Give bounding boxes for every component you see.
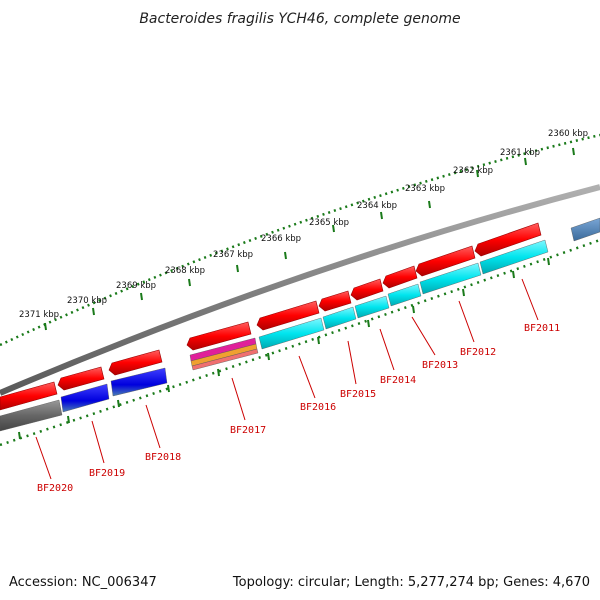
cds-arrow [474, 222, 542, 257]
scale-label: 2369 kbp [116, 281, 156, 291]
scale-label: 2361 kbp [500, 148, 540, 158]
scale-label: 2360 kbp [548, 129, 588, 139]
feature-cyan [354, 295, 390, 319]
gene-label: BF2017 [230, 425, 266, 436]
feature-track [0, 217, 600, 432]
cds-arrow [0, 381, 58, 411]
feature-cyan [419, 262, 482, 295]
gene-label: BF2011 [524, 323, 560, 334]
scale-label: 2363 kbp [405, 184, 445, 194]
gene-label: BF2014 [380, 375, 416, 386]
inner-arc [0, 238, 600, 447]
feature-blue [110, 367, 168, 397]
cds-arrow [108, 349, 163, 376]
cds-arrow [57, 366, 105, 391]
scale-ticks [44, 147, 575, 331]
feature-cyan [258, 317, 325, 350]
scale-label: 2371 kbp [19, 310, 59, 320]
scale-label: 2366 kbp [261, 234, 301, 244]
cds-arrow [415, 245, 476, 277]
gene-labels: BF2011 BF2012 BF2013 BF2014 BF2015 BF201… [37, 323, 560, 494]
scale-label: 2368 kbp [165, 266, 205, 276]
cds-arrow [350, 278, 384, 301]
scale-labels: 2360 kbp 2361 kbp 2362 kbp 2363 kbp 2364… [19, 129, 588, 320]
cds-arrow [256, 300, 320, 331]
cds-arrow [318, 290, 352, 312]
scale-label: 2370 kbp [67, 296, 107, 306]
map-title: Bacteroides fragilis YCH46, complete gen… [139, 11, 460, 27]
gene-label: BF2018 [145, 452, 181, 463]
inner-ticks [18, 257, 550, 440]
feature-steel [570, 217, 600, 242]
gene-label: BF2015 [340, 389, 376, 400]
scale-label: 2365 kbp [309, 218, 349, 228]
genome-backbone [0, 184, 600, 396]
cds-arrow [382, 265, 418, 289]
scale-label: 2367 kbp [213, 250, 253, 260]
gene-leaders [35, 278, 539, 480]
gene-label: BF2012 [460, 347, 496, 358]
feature-gray [0, 399, 63, 432]
cds-features [0, 222, 542, 411]
gene-label: BF2020 [37, 483, 73, 494]
feature-cyan [479, 239, 549, 275]
gene-label: BF2016 [300, 402, 336, 413]
feature-blue [60, 383, 110, 413]
feature-salmon [191, 348, 259, 371]
cds-arrow [186, 321, 252, 351]
scale-label: 2364 kbp [357, 201, 397, 211]
feature-cyan [387, 283, 422, 307]
accession-text: Accession: NC_006347 [9, 575, 157, 590]
genome-summary-text: Topology: circular; Length: 5,277,274 bp… [232, 575, 590, 590]
scale-arc [0, 133, 600, 347]
gene-label: BF2019 [89, 468, 125, 479]
gene-label: BF2013 [422, 360, 458, 371]
scale-label: 2362 kbp [453, 166, 493, 176]
feature-cyan [322, 306, 357, 330]
